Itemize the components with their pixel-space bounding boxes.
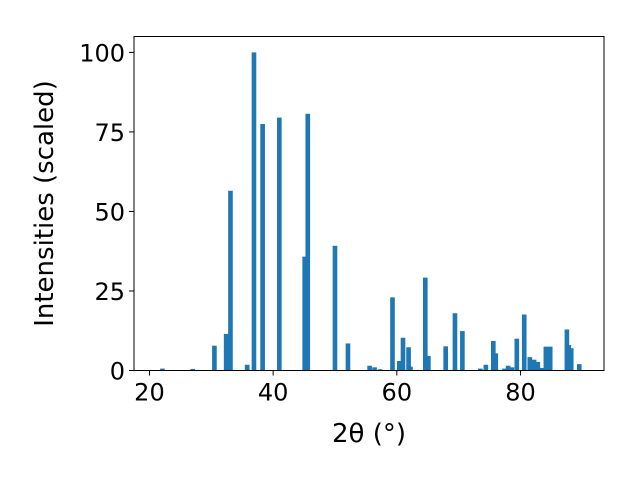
y-tick-label: 25: [94, 278, 125, 306]
bar: [345, 343, 351, 371]
bar: [443, 346, 449, 371]
x-axis-title: 2θ (°): [332, 419, 406, 449]
bar: [190, 368, 196, 371]
bar: [408, 366, 413, 371]
bar: [535, 361, 541, 371]
y-axis-title: Intensities (scaled): [30, 80, 60, 327]
y-tick-label: 50: [94, 198, 125, 226]
y-axis-ticks: 0 25 50 75 100: [79, 39, 134, 386]
bar: [576, 364, 582, 371]
bar: [277, 117, 282, 371]
bar: [460, 331, 465, 371]
bar: [514, 338, 520, 371]
bar: [251, 52, 257, 371]
bar: [332, 245, 338, 371]
bar: [302, 256, 308, 371]
bar: [244, 364, 250, 371]
bar: [483, 364, 489, 371]
x-tick-label: 20: [134, 379, 165, 407]
bar: [539, 367, 544, 371]
x-tick-label: 60: [382, 379, 413, 407]
bar: [527, 357, 533, 371]
bar: [502, 368, 507, 371]
bar: [509, 367, 515, 371]
bar: [377, 369, 383, 371]
bar: [396, 360, 402, 371]
bar: [212, 345, 217, 371]
bar: [543, 346, 549, 371]
bar: [390, 297, 395, 371]
bar: [400, 337, 406, 371]
bar: [372, 367, 377, 371]
bar: [426, 355, 431, 371]
bar: [521, 314, 527, 371]
bar: [478, 368, 483, 371]
bar: [493, 353, 499, 371]
y-tick-label: 75: [94, 119, 125, 147]
bar: [505, 365, 511, 371]
bar: [452, 313, 458, 371]
x-tick-label: 80: [505, 379, 536, 407]
bar: [406, 347, 411, 371]
x-tick-label: 40: [258, 379, 289, 407]
bar: [566, 345, 572, 371]
x-axis-ticks: 20 40 60 80: [134, 370, 536, 407]
bar: [547, 346, 553, 371]
bar: [531, 359, 537, 371]
bar: [568, 348, 574, 371]
bar: [422, 277, 428, 371]
bar: [260, 123, 265, 371]
bar: [223, 333, 229, 371]
bar: [490, 340, 496, 371]
bar: [305, 113, 311, 371]
bar: [228, 190, 233, 371]
plot-area-frame: [133, 36, 605, 371]
bar: [160, 368, 165, 371]
y-tick-label: 100: [79, 39, 125, 67]
bars-group: [160, 52, 582, 371]
y-tick-label: 0: [110, 358, 125, 386]
bar: [367, 365, 372, 371]
